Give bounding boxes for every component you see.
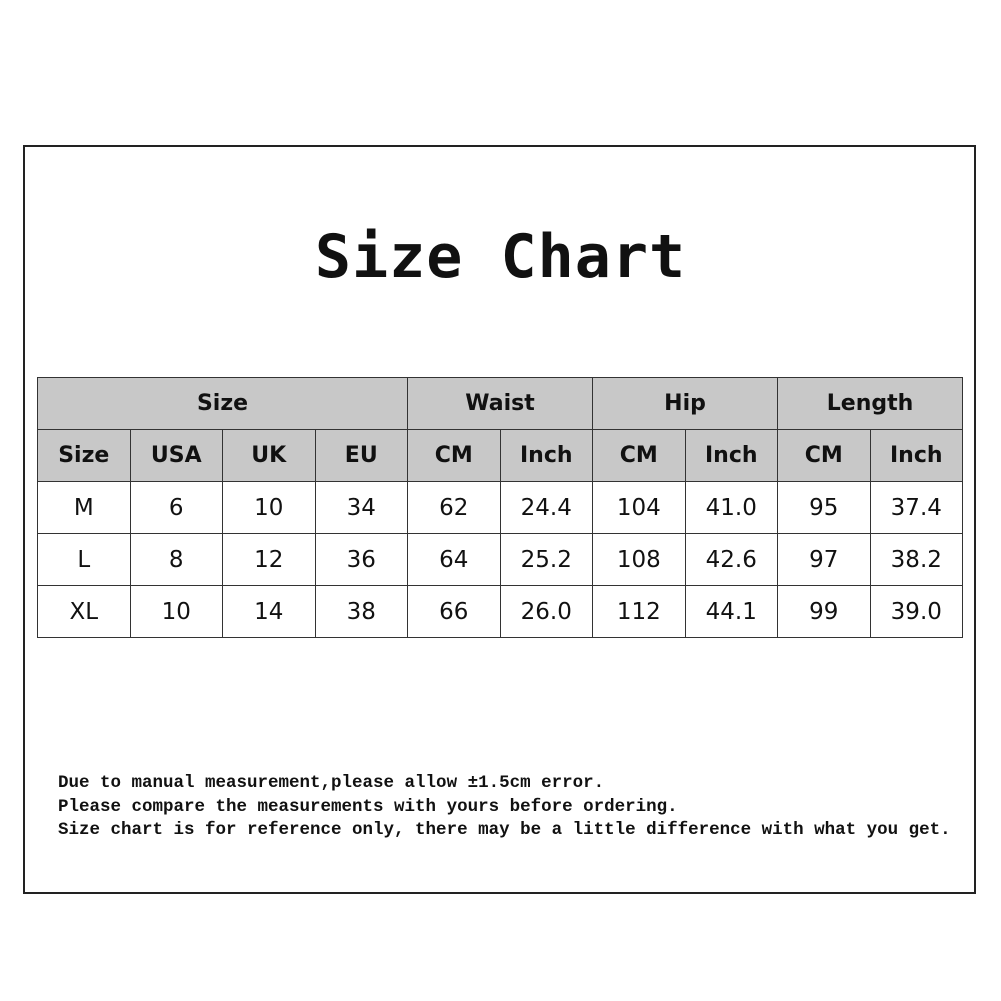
table-cell: 42.6 bbox=[684, 533, 779, 586]
group-header-waist: Waist bbox=[406, 377, 594, 430]
sub-header-cell: Inch bbox=[869, 429, 964, 482]
sub-header-cell: CM bbox=[777, 429, 871, 482]
group-header-row: Size Waist Hip Length bbox=[37, 377, 964, 430]
table-cell: 34 bbox=[314, 481, 408, 534]
table-cell: 24.4 bbox=[499, 481, 594, 534]
sub-header-cell: USA bbox=[129, 429, 223, 482]
sub-header-cell: UK bbox=[222, 429, 316, 482]
table-cell: 38 bbox=[314, 585, 408, 638]
table-cell: 97 bbox=[777, 533, 871, 586]
sub-header-cell: Inch bbox=[684, 429, 779, 482]
sub-header-row: Size USA UK EU CM Inch CM Inch CM Inch bbox=[37, 429, 964, 482]
table-row: L 8 12 36 64 25.2 108 42.6 97 38.2 bbox=[37, 533, 964, 586]
sub-header-cell: Size bbox=[37, 429, 131, 482]
notes: Due to manual measurement,please allow ±… bbox=[58, 772, 951, 843]
table-cell: 26.0 bbox=[499, 585, 594, 638]
chart-frame bbox=[23, 145, 976, 894]
table-cell: 99 bbox=[777, 585, 871, 638]
sub-header-cell: Inch bbox=[499, 429, 594, 482]
sub-header-cell: CM bbox=[407, 429, 501, 482]
table-cell: 25.2 bbox=[499, 533, 594, 586]
group-header-length: Length bbox=[777, 377, 964, 430]
table-cell: 36 bbox=[314, 533, 408, 586]
table-cell: 38.2 bbox=[869, 533, 964, 586]
table-cell: 41.0 bbox=[684, 481, 779, 534]
sub-header-cell: EU bbox=[314, 429, 408, 482]
table-cell: L bbox=[37, 533, 131, 586]
table-cell: 95 bbox=[777, 481, 871, 534]
sub-header-cell: CM bbox=[592, 429, 686, 482]
table-cell: 37.4 bbox=[869, 481, 964, 534]
table-cell: 8 bbox=[129, 533, 223, 586]
table-cell: 12 bbox=[222, 533, 316, 586]
group-header-hip: Hip bbox=[592, 377, 779, 430]
table-cell: 6 bbox=[129, 481, 223, 534]
size-table: Size Waist Hip Length Size USA UK EU CM Inch C… bbox=[37, 377, 964, 638]
group-header-size: Size bbox=[37, 377, 408, 430]
table-row: M 6 10 34 62 24.4 104 41.0 95 37.4 bbox=[37, 481, 964, 534]
page-title: Size Chart bbox=[314, 222, 687, 292]
table-row: XL 10 14 38 66 26.0 112 44.1 99 39.0 bbox=[37, 585, 964, 638]
table-cell: 108 bbox=[592, 533, 686, 586]
table-cell: 44.1 bbox=[684, 585, 779, 638]
table-cell: 112 bbox=[592, 585, 686, 638]
table-cell: 10 bbox=[129, 585, 223, 638]
table-cell: 66 bbox=[407, 585, 501, 638]
note-line: Size chart is for reference only, there … bbox=[58, 820, 951, 840]
note-line: Due to manual measurement,please allow ±… bbox=[58, 773, 605, 793]
table-cell: M bbox=[37, 481, 131, 534]
table-cell: 64 bbox=[407, 533, 501, 586]
note-line: Please compare the measurements with you… bbox=[58, 796, 678, 817]
table-cell: 39.0 bbox=[869, 585, 964, 638]
table-cell: 62 bbox=[407, 481, 501, 534]
table-cell: XL bbox=[37, 585, 131, 638]
table-cell: 14 bbox=[222, 585, 316, 638]
table-cell: 10 bbox=[222, 481, 316, 534]
table-cell: 104 bbox=[592, 481, 686, 534]
